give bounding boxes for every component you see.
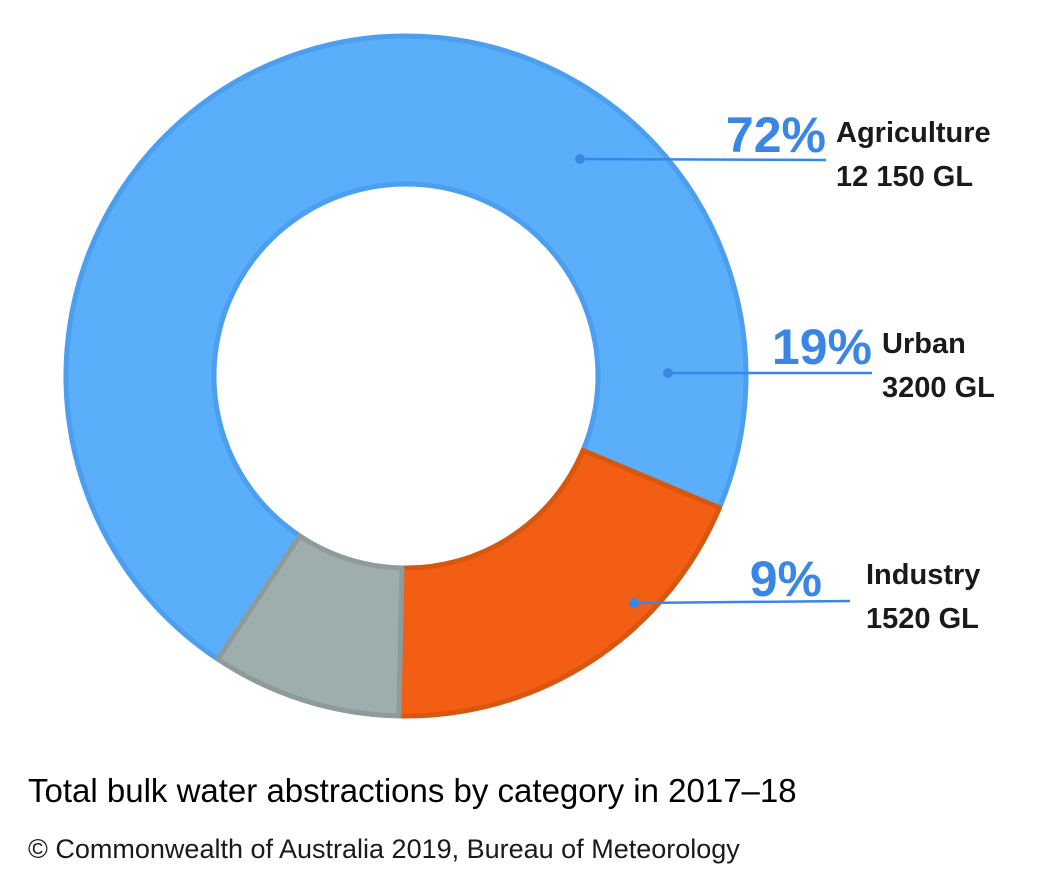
- percent-label-agriculture: 72%: [726, 107, 826, 163]
- chart-title: Total bulk water abstractions by categor…: [28, 772, 797, 809]
- donut-slices: [63, 33, 749, 719]
- leader-dot-agriculture: [575, 154, 585, 164]
- slice-industry: [215, 533, 405, 719]
- slice-labels: 72% Agriculture 12 150 GL 19% Urban 3200 GL 9%…: [726, 107, 995, 635]
- leader-dot-urban: [663, 368, 673, 378]
- percent-label-industry: 9%: [750, 551, 822, 607]
- value-label-agriculture: 12 150 GL: [836, 161, 973, 193]
- slice-urban: [396, 447, 722, 719]
- category-label-agriculture: Agriculture: [836, 117, 991, 149]
- leader-dot-industry: [629, 598, 639, 608]
- value-label-urban: 3200 GL: [882, 372, 995, 404]
- leader-line-industry: [633, 599, 851, 605]
- slice-agriculture: [63, 33, 749, 662]
- category-label-urban: Urban: [882, 328, 966, 360]
- category-label-industry: Industry: [866, 559, 980, 591]
- value-label-industry: 1520 GL: [866, 603, 979, 635]
- donut-chart: 72% Agriculture 12 150 GL 19% Urban 3200 GL 9%…: [63, 33, 995, 719]
- leader-line-agriculture: [579, 157, 827, 162]
- leader-lines: [575, 154, 872, 608]
- copyright-credit: © Commonwealth of Australia 2019, Bureau…: [28, 834, 740, 864]
- percent-label-urban: 19%: [772, 319, 872, 375]
